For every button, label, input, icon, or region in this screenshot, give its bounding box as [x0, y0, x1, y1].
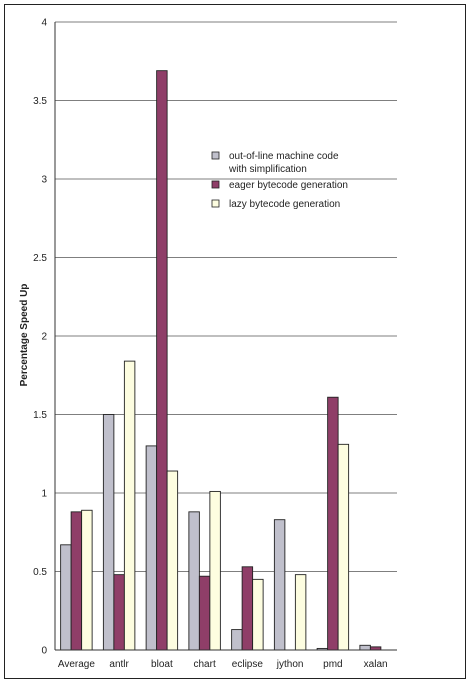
y-axis-label: Percentage Speed Up — [19, 284, 30, 387]
y-tick-label: 1.5 — [33, 410, 47, 421]
bar — [81, 509, 93, 651]
bar — [145, 445, 158, 651]
y-tick-label: 1 — [41, 489, 47, 500]
bar — [156, 70, 168, 651]
legend-entry-label: with simplification — [228, 164, 307, 175]
x-tick-label: eclipse — [232, 659, 264, 670]
legend-swatch — [211, 180, 220, 189]
y-tick-label: 2 — [41, 332, 47, 343]
legend-entry-label: out-of-line machine code — [229, 151, 339, 162]
legend-entry-label: eager bytecode generation — [229, 180, 348, 191]
x-tick-label: jython — [276, 659, 304, 670]
bar — [166, 470, 179, 651]
legend-swatch — [211, 151, 220, 160]
x-tick-label: Average — [58, 659, 96, 670]
bar — [102, 414, 115, 651]
legend-entry-label: lazy bytecode generation — [229, 199, 340, 210]
bar — [327, 396, 339, 651]
x-tick-label: antlr — [109, 659, 129, 670]
legend-swatch — [211, 199, 220, 208]
bar — [70, 511, 83, 651]
bar — [198, 575, 211, 651]
bar — [209, 490, 221, 651]
y-tick-label: 0 — [41, 646, 47, 657]
x-tick-label: bloat — [151, 659, 173, 670]
legend: out-of-line machine code with simplificat… — [211, 151, 348, 210]
x-tick-label: xalan — [364, 659, 388, 670]
axis-layer: 0 0.5 1 1.5 2 2.5 3 3.5 4 Average antlr bloat chart e… — [33, 18, 397, 670]
y-tick-label: 4 — [41, 18, 47, 29]
bar — [113, 574, 125, 651]
bar — [123, 360, 136, 651]
bar — [273, 519, 286, 651]
y-tick-label: 2.5 — [33, 253, 47, 264]
bar — [231, 629, 243, 651]
bar — [60, 544, 72, 651]
y-tick-label: 3 — [41, 175, 47, 186]
bar — [359, 644, 371, 651]
bar — [188, 511, 200, 651]
bar — [241, 566, 254, 651]
x-tick-label: pmd — [323, 659, 342, 670]
y-tick-label: 0.5 — [33, 567, 47, 578]
bar — [337, 443, 350, 651]
y-tick-label: 3.5 — [33, 96, 47, 107]
bar — [294, 574, 307, 651]
bar — [252, 578, 264, 651]
bars-layer — [60, 70, 382, 651]
x-tick-label: chart — [194, 659, 216, 670]
